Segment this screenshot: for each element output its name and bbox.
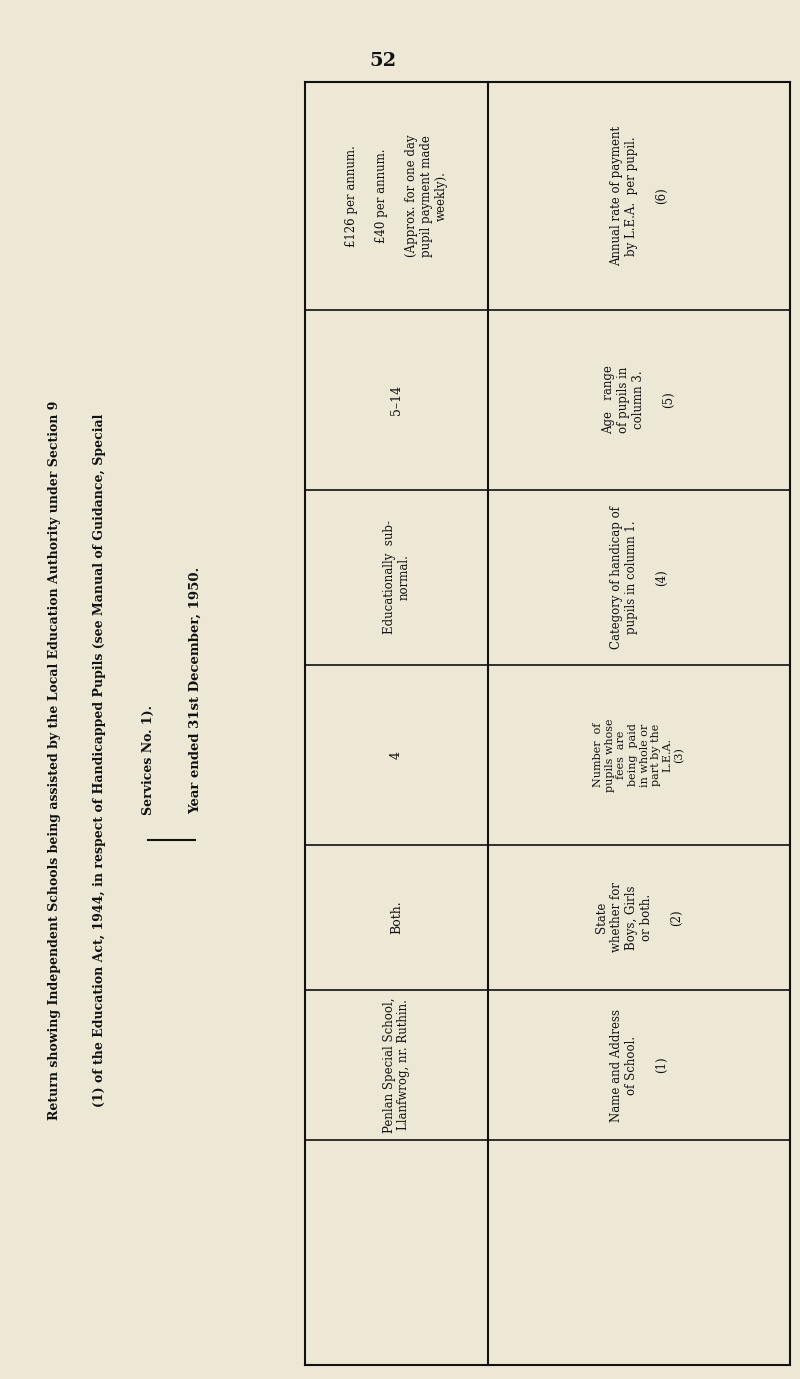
Text: Annual rate of payment
by L.E.A.  per pupil.

(6): Annual rate of payment by L.E.A. per pup… [610, 125, 668, 266]
Text: Number  of
pupils whose
fees  are
being  paid
in whole or
part by the
L.E.A.
(3): Number of pupils whose fees are being pa… [594, 718, 685, 792]
Text: Age   range
of pupils in
column 3.

(5): Age range of pupils in column 3. (5) [602, 365, 675, 434]
Text: Return showing Independent Schools being assisted by the Local Education Authori: Return showing Independent Schools being… [49, 400, 62, 1120]
Text: £126 per annum.

£40 per annum.

(Approx. for one day
pupil payment made
weekly): £126 per annum. £40 per annum. (Approx. … [345, 135, 448, 258]
Text: Both.: Both. [390, 900, 403, 935]
Text: Name and Address
of School.

(1): Name and Address of School. (1) [610, 1008, 668, 1121]
Text: (1) of the Education Act, 1944, in respect of Handicapped Pupils (see Manual of : (1) of the Education Act, 1944, in respe… [94, 414, 106, 1107]
Text: State
whether for
Boys, Girls
or both.

(2): State whether for Boys, Girls or both. (… [595, 883, 683, 953]
Text: 5–14: 5–14 [390, 385, 403, 415]
Text: Category of handicap of
pupils in column 1.

(4): Category of handicap of pupils in column… [610, 506, 668, 650]
Text: 52: 52 [370, 52, 397, 70]
Text: Penlan Special School,
Llanfwrog, nr. Ruthin.: Penlan Special School, Llanfwrog, nr. Ru… [382, 997, 410, 1132]
Text: Year ended 31st December, 1950.: Year ended 31st December, 1950. [189, 567, 202, 814]
Text: Educationally  sub-
normal.: Educationally sub- normal. [382, 520, 410, 634]
Text: Services No. 1).: Services No. 1). [142, 705, 154, 815]
Text: 4: 4 [390, 752, 403, 758]
